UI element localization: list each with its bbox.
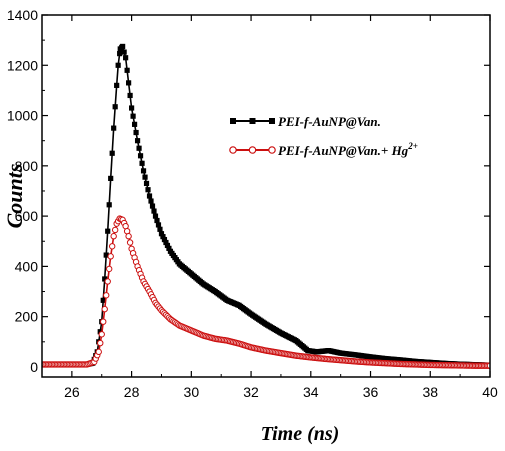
data-point <box>133 129 139 136</box>
data-point <box>102 276 108 282</box>
y-tick-label: 1400 <box>7 7 38 23</box>
data-point <box>151 208 157 214</box>
series-line <box>42 217 490 367</box>
data-point <box>98 331 105 338</box>
y-tick-label: 1200 <box>7 57 38 73</box>
data-point <box>120 43 126 50</box>
data-point <box>166 245 172 251</box>
legend-label: PEI-f-AuNP@Van.+ Hg2+ <box>278 141 418 158</box>
data-point <box>103 252 109 258</box>
y-axis-title: Counts <box>2 164 27 229</box>
data-point <box>155 222 162 228</box>
data-point <box>123 55 129 61</box>
data-point <box>148 198 154 204</box>
data-point <box>160 234 166 240</box>
data-point <box>110 233 117 240</box>
x-axis-title: Time (ns) <box>261 423 340 445</box>
data-point <box>111 125 117 131</box>
x-tick-label: 30 <box>184 384 200 400</box>
data-point <box>124 67 130 73</box>
data-point <box>117 51 123 57</box>
y-tick-label: 1000 <box>7 108 38 124</box>
data-point <box>103 292 110 299</box>
x-tick-label: 38 <box>422 384 438 400</box>
data-point <box>111 226 119 234</box>
data-point <box>149 203 156 209</box>
data-point <box>125 233 132 240</box>
data-point <box>129 105 135 111</box>
y-tick-label: 0 <box>30 359 38 375</box>
data-point <box>108 243 116 250</box>
x-tick-label: 34 <box>303 384 319 400</box>
data-point <box>108 175 114 182</box>
data-point <box>95 348 102 356</box>
data-point <box>106 265 113 273</box>
data-point <box>121 49 127 55</box>
data-point <box>137 153 144 159</box>
data-point <box>146 193 153 199</box>
legend-marker <box>230 118 236 124</box>
data-point <box>127 92 133 99</box>
data-point <box>142 174 148 180</box>
legend-label: PEI-f-AuNP@Van. <box>278 114 381 129</box>
data-point <box>163 239 169 246</box>
data-point <box>126 80 132 86</box>
data-point <box>140 168 147 174</box>
data-point <box>104 278 111 285</box>
data-point <box>136 145 142 151</box>
y-tick-label: 400 <box>15 258 39 274</box>
legend-marker <box>248 146 257 154</box>
data-point <box>131 121 138 127</box>
series-pei-auNP-van <box>42 43 490 368</box>
data-point <box>134 138 141 144</box>
data-point <box>130 113 136 119</box>
legend-marker <box>268 146 276 154</box>
data-point <box>101 305 108 313</box>
data-point <box>157 226 163 232</box>
x-tick-label: 26 <box>64 384 80 400</box>
legend-marker <box>229 146 237 154</box>
legend-item: PEI-f-AuNP@Van.+ Hg2+ <box>229 141 418 158</box>
data-point <box>112 104 118 110</box>
data-point <box>126 239 134 246</box>
data-point <box>154 217 160 224</box>
x-tick-label: 36 <box>363 384 379 400</box>
data-point <box>164 242 171 249</box>
data-point <box>100 318 107 325</box>
plot-frame <box>41 14 491 378</box>
data-point <box>115 62 121 68</box>
data-point <box>107 253 114 260</box>
tick-labels: 26 28 30 32 34 36 38 40020040060080010001200140… <box>7 7 498 400</box>
data-point <box>145 187 151 193</box>
series-layer <box>42 43 490 369</box>
data-point <box>100 297 106 303</box>
data-point <box>109 150 115 156</box>
y-tick-label: 600 <box>15 208 39 224</box>
data-point <box>105 228 111 234</box>
data-point <box>143 180 150 187</box>
data-point <box>97 339 104 347</box>
data-point <box>152 213 159 219</box>
data-point <box>114 82 120 88</box>
x-tick-label: 40 <box>482 384 498 400</box>
data-point <box>139 160 145 166</box>
x-tick-label: 32 <box>243 384 259 400</box>
y-tick-label: 200 <box>15 309 39 325</box>
data-point <box>158 231 165 237</box>
legend-marker <box>249 118 256 124</box>
data-point <box>106 202 112 208</box>
data-point <box>161 236 168 243</box>
y-tick-label: 800 <box>15 158 39 174</box>
series-pei-auNP-van-hg <box>42 215 490 369</box>
legend-marker <box>269 118 275 124</box>
legend: PEI-f-AuNP@Van. PEI-f-AuNP@Van.+ Hg2+ <box>229 114 418 158</box>
legend-item: PEI-f-AuNP@Van. <box>230 114 381 129</box>
x-tick-label: 28 <box>124 384 140 400</box>
